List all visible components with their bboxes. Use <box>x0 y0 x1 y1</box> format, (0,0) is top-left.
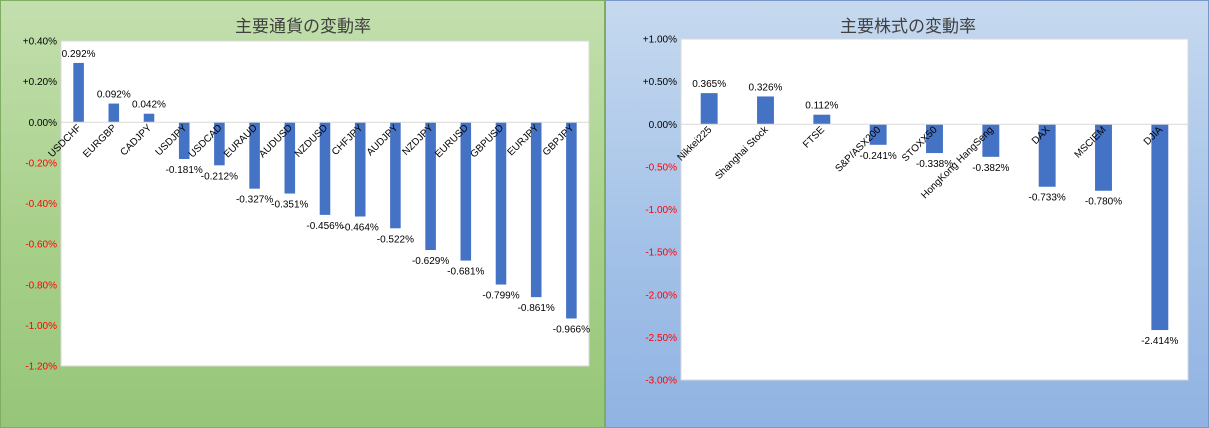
data-label: -0.382% <box>972 163 1009 174</box>
bar <box>1038 124 1056 187</box>
data-label: -0.629% <box>412 256 449 267</box>
y-tick-label: -2.00% <box>645 290 677 301</box>
data-label: -0.733% <box>1029 193 1066 204</box>
data-label: 0.292% <box>62 49 96 60</box>
y-tick-label: -0.50% <box>645 162 677 173</box>
bar <box>566 122 577 319</box>
plot-area <box>680 38 1189 381</box>
y-tick-label: -1.00% <box>25 321 57 332</box>
currency-chart: 主要通貨の変動率 +0.40% +0.20% 0.00% -0.20% -0.40% -0… <box>23 17 590 373</box>
chart-title: 主要株式の変動率 <box>840 17 976 36</box>
bar <box>1095 124 1112 191</box>
data-label: -0.861% <box>518 303 555 314</box>
data-label: 0.326% <box>749 82 783 93</box>
data-label: -0.780% <box>1085 197 1122 208</box>
data-label: 0.365% <box>692 79 726 90</box>
bar <box>319 122 331 215</box>
bar <box>1151 124 1169 331</box>
y-tick-label: -0.60% <box>25 240 57 251</box>
bar <box>982 124 1000 157</box>
bar <box>425 122 436 251</box>
data-label: -0.799% <box>482 291 519 302</box>
data-label: -0.456% <box>306 221 343 232</box>
bar <box>73 62 84 123</box>
data-label: -0.338% <box>916 159 953 170</box>
y-tick-label: +0.20% <box>23 77 57 88</box>
stocks-chart-panel: 主要株式の変動率 +1.00% +0.50% 0.00% -0.50% -1.00% -1… <box>605 0 1209 428</box>
data-label: -0.522% <box>377 234 414 245</box>
bar <box>249 122 260 189</box>
y-tick-label: +1.00% <box>643 35 677 46</box>
bar <box>354 122 366 217</box>
data-label: -0.681% <box>447 267 484 278</box>
y-tick-label: 0.00% <box>29 118 57 129</box>
bar <box>757 96 774 125</box>
y-tick-label: -1.50% <box>645 248 677 259</box>
data-label: -0.241% <box>860 151 897 162</box>
data-label: -0.966% <box>553 324 590 335</box>
bar <box>390 122 401 229</box>
y-tick-label: -3.00% <box>645 376 677 387</box>
bar <box>495 122 507 285</box>
bar <box>460 122 472 261</box>
data-label: 0.092% <box>97 90 131 101</box>
chart-title: 主要通貨の変動率 <box>235 17 371 36</box>
bar <box>214 122 225 166</box>
bar <box>143 113 155 123</box>
data-label: -0.181% <box>166 165 203 176</box>
data-label: -2.414% <box>1141 336 1178 347</box>
y-tick-label: -2.50% <box>645 333 677 344</box>
y-tick-label: -0.40% <box>25 199 57 210</box>
bar <box>869 124 887 145</box>
data-label: 0.112% <box>805 101 838 112</box>
bar <box>926 124 943 154</box>
currency-chart-panel: 主要通貨の変動率 +0.40% +0.20% 0.00% -0.20% -0.40% -0… <box>0 0 605 428</box>
bar <box>284 122 296 194</box>
bar <box>530 122 542 298</box>
y-tick-label: -0.80% <box>25 280 57 291</box>
bar <box>108 103 120 123</box>
y-tick-label: -0.20% <box>25 158 57 169</box>
data-label: -0.327% <box>236 195 273 206</box>
y-tick-label: 0.00% <box>649 120 677 131</box>
bar <box>813 114 831 125</box>
y-tick-label: -1.00% <box>645 205 677 216</box>
data-label: -0.464% <box>342 223 379 234</box>
bar <box>178 122 190 160</box>
data-label: -0.212% <box>201 171 238 182</box>
y-tick-label: +0.40% <box>23 37 57 48</box>
stocks-chart: 主要株式の変動率 +1.00% +0.50% 0.00% -0.50% -1.00% -1… <box>643 17 1189 387</box>
y-tick-label: -1.20% <box>25 362 57 373</box>
data-label: 0.042% <box>132 100 166 111</box>
y-tick-label: +0.50% <box>643 77 677 88</box>
data-label: -0.351% <box>271 200 308 211</box>
bar <box>700 93 718 125</box>
